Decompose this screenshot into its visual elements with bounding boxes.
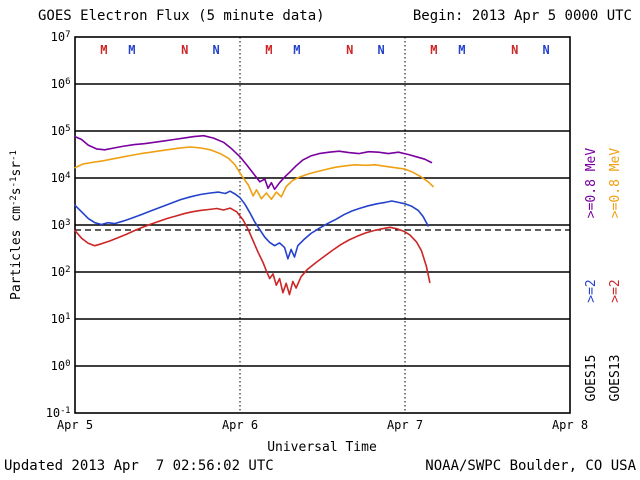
x-axis-label: Universal Time [242,440,402,455]
local-time-marker-m: M [430,43,437,57]
local-time-marker-m: M [293,43,300,57]
local-time-marker-n: N [377,43,384,57]
legend-satellite-goes13: GOES13 [607,303,625,453]
local-time-marker-n: N [212,43,219,57]
plot-area: MMNNMMNNMMNN [0,0,640,480]
local-time-marker-n: N [511,43,518,57]
curve-goes13-ge2mev [75,208,430,295]
goes-electron-flux-chart: GOES Electron Flux (5 minute data) Begin… [0,0,640,480]
local-time-marker-m: M [458,43,465,57]
legend-satellite-goes15: GOES15 [583,303,601,453]
local-time-marker-m: M [265,43,272,57]
local-time-marker-n: N [346,43,353,57]
credit-label: NOAA/SWPC Boulder, CO USA [425,458,636,474]
local-time-marker-m: M [100,43,107,57]
curve-goes15-ge0p8mev [75,136,431,190]
local-time-marker-n: N [181,43,188,57]
local-time-marker-n: N [542,43,549,57]
updated-timestamp: Updated 2013 Apr 7 02:56:02 UTC [4,458,274,474]
local-time-marker-m: M [128,43,135,57]
